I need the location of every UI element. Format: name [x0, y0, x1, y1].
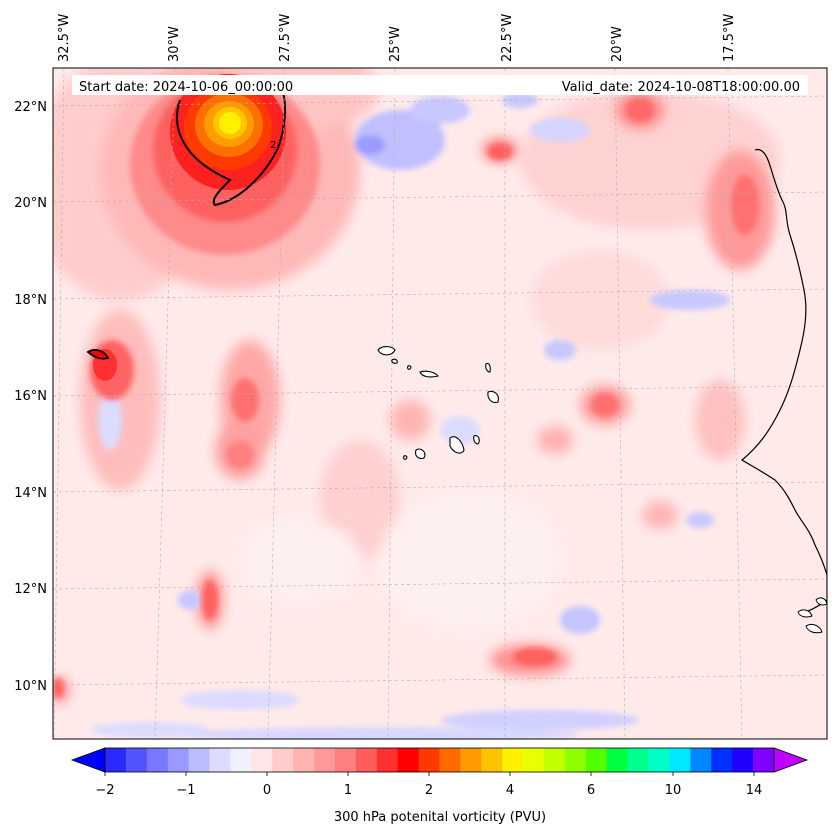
cb-tick-10: 10 — [665, 783, 682, 798]
pv-maximum-west — [86, 340, 134, 400]
cape-verde-islands — [377, 346, 499, 460]
colorbar-segment — [293, 748, 315, 772]
lon-label-27-5w: 27.5°W — [278, 14, 293, 62]
cb-tick-14: 14 — [746, 783, 763, 798]
colorbar-ticks: −2 −1 0 1 2 4 6 10 14 — [95, 783, 762, 798]
cb-tick-1: 1 — [344, 783, 352, 798]
colorbar-segment — [397, 748, 419, 772]
colorbar-segment — [627, 748, 649, 772]
pv-2-contour — [176, 84, 286, 207]
lon-label-20w: 20°W — [610, 26, 625, 62]
colorbar-segment — [669, 748, 691, 772]
map-gridlines — [53, 68, 827, 739]
africa-coastline — [740, 148, 827, 613]
colorbar-segment — [209, 748, 231, 772]
lat-label-12n: 12°N — [14, 582, 47, 597]
colorbar-extend-high — [773, 747, 809, 773]
colorbar-segment — [314, 748, 336, 772]
colorbar-segment — [460, 748, 482, 772]
map-frame — [52, 67, 828, 740]
cb-tick-4: 4 — [506, 783, 514, 798]
cb-tick-6: 6 — [587, 783, 595, 798]
lat-label-14n: 14°N — [14, 486, 47, 501]
colorbar-segment — [753, 748, 775, 772]
colorbar-segment — [146, 748, 169, 772]
lat-label-18n: 18°N — [14, 293, 47, 308]
lon-label-17-5w: 17.5°W — [722, 14, 737, 62]
colorbar-segment — [251, 748, 273, 772]
colorbar-segment — [523, 748, 545, 772]
coastal-islands — [797, 597, 827, 634]
colorbar-segment — [502, 748, 524, 772]
colorbar-segment — [711, 748, 733, 772]
colorbar-extend-low — [70, 747, 106, 773]
start-date-text: Start date: 2024-10-06_00:00:00 — [79, 80, 293, 95]
colorbar-label: 300 hPa potenital vorticity (PVU) — [334, 810, 546, 825]
colorbar-segment — [105, 748, 127, 772]
colorbar-segment — [125, 748, 148, 772]
colorbar-segment — [606, 748, 628, 772]
lat-label-16n: 16°N — [14, 389, 47, 404]
colorbar-segment — [564, 748, 587, 772]
valid-date-text: Valid_date: 2024-10-08T18:00:00.00 — [562, 80, 800, 95]
colorbar-segment — [334, 748, 357, 772]
lat-label-10n: 10°N — [14, 679, 47, 694]
map-panel: Start date: 2024-10-06_00:00:00 Valid_da… — [53, 68, 827, 739]
colorbar-segment — [376, 748, 398, 772]
latitude-labels: 22°N 20°N 18°N 16°N 14°N 12°N 10°N — [14, 100, 47, 694]
colorbar-segment — [418, 748, 440, 772]
colorbar-segment — [188, 748, 210, 772]
colorbar-segment — [481, 748, 503, 772]
negative-vorticity-patches — [90, 92, 730, 739]
colorbar-segment — [690, 748, 712, 772]
colorbar-segment — [585, 748, 608, 772]
colorbar-segment — [230, 748, 252, 772]
colorbar-segment — [355, 748, 378, 772]
lon-label-30w: 30°W — [167, 26, 182, 62]
pv-minor-features — [53, 98, 759, 698]
lat-label-20n: 20°N — [14, 196, 47, 211]
colorbar-segment — [648, 748, 670, 772]
cb-tick-0: 0 — [263, 783, 271, 798]
longitude-labels: 32.5°W 30°W 27.5°W 25°W 22.5°W 20°W 17.5… — [57, 14, 737, 62]
colorbar-segment — [167, 748, 189, 772]
lon-label-22-5w: 22.5°W — [500, 14, 515, 62]
lat-label-22n: 22°N — [14, 100, 47, 115]
cb-tick-2: 2 — [425, 783, 433, 798]
colorbar — [70, 747, 809, 776]
colorbar-segment — [732, 748, 754, 772]
colorbar-segment — [439, 748, 461, 772]
pv-maximum-northwest — [130, 74, 320, 255]
contour-label: 2 — [270, 140, 276, 151]
date-info-box — [72, 75, 808, 95]
cb-tick-neg1: −1 — [176, 783, 195, 798]
colorbar-segment — [544, 748, 566, 772]
colorbar-segment — [272, 748, 294, 772]
colorbar-border — [104, 747, 775, 773]
lon-label-25w: 25°W — [388, 26, 403, 62]
lon-label-32-5w: 32.5°W — [57, 14, 72, 62]
cb-tick-neg2: −2 — [95, 783, 114, 798]
